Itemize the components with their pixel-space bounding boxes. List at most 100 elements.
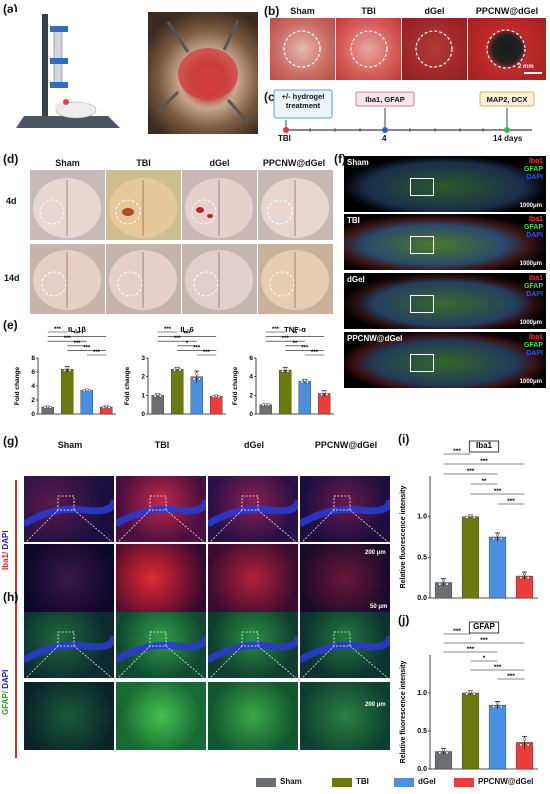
coronal-row-label: Sham <box>347 158 369 167</box>
data-point <box>438 582 442 586</box>
significance-label: *** <box>174 336 182 342</box>
y-tick-label: 0.5 <box>417 728 427 735</box>
gfap-overview-sham <box>24 612 114 678</box>
data-point <box>283 367 287 371</box>
roi-box <box>410 178 434 196</box>
stain-stain3: DAPI <box>526 232 543 239</box>
roi-box <box>410 236 434 254</box>
data-point <box>48 405 52 409</box>
timeline-tick-tbi: TBI <box>278 134 291 143</box>
legend-swatch-dgel <box>394 778 414 787</box>
panel-d-group-tbi: TBI <box>136 158 151 168</box>
panel-i-label: (i) <box>398 432 410 446</box>
panel-d-label: (d) <box>3 152 19 166</box>
data-point <box>320 393 324 397</box>
significance-label: *** <box>73 341 81 347</box>
legend-swatch-sham <box>256 778 276 787</box>
significance-label: * <box>186 341 189 347</box>
significance-label: *** <box>453 448 461 455</box>
panel-j-label: (j) <box>398 613 410 627</box>
panel-d-group-sham: Sham <box>55 158 80 168</box>
significance-label: *** <box>73 332 81 338</box>
significance-label: *** <box>467 646 475 653</box>
y-tick-label: 1 <box>141 392 145 399</box>
y-axis-label: Relative fluorescence intensity <box>400 661 407 764</box>
data-point <box>519 743 523 747</box>
panel-d-group-dgel: dGel <box>209 158 230 168</box>
panel-b-photo-tbi <box>336 18 401 80</box>
y-tick-label: 6 <box>31 369 35 376</box>
stain-stain3: DAPI <box>526 350 543 357</box>
data-point <box>46 405 50 409</box>
timeline-tick-4: 4 <box>382 134 387 143</box>
significance-label: *** <box>54 327 62 333</box>
legend-swatch-tbi <box>332 778 352 787</box>
data-point <box>281 369 285 373</box>
data-point <box>173 368 177 372</box>
panel-b-scale-text: 2 mm <box>518 64 534 70</box>
iba1-overview-dgel <box>208 476 298 542</box>
chart-iba1-intensity: 0.0 0.5 1.0 Relative fluorescence intensity… <box>400 440 538 602</box>
panel-b-group-sham: Sham <box>290 6 315 16</box>
panel-g-group-tbi: TBI <box>154 440 170 450</box>
data-point <box>63 368 67 372</box>
significance-label: *** <box>183 332 191 338</box>
significance-label: *** <box>494 488 502 495</box>
data-point <box>325 393 329 397</box>
coronal-scale-text: 1000μm <box>519 261 542 267</box>
iba1-zoom-tbi <box>116 544 206 612</box>
stain-stain2: GFAP <box>523 342 543 349</box>
panel-b-photo-ppcnw <box>468 18 546 80</box>
bar <box>80 389 93 415</box>
significance-label: *** <box>272 327 280 333</box>
stain-legend: Iba1 GFAP DAPI <box>524 216 543 240</box>
y-tick-label: 2 <box>31 397 35 404</box>
data-point <box>472 515 476 519</box>
coronal-row-label: dGel <box>347 275 365 284</box>
panel-h-scale-bottom: 200 μm <box>365 702 386 708</box>
data-point <box>43 405 47 409</box>
y-tick-label: 4 <box>249 374 253 381</box>
panel-d-group-ppcnw: PPCNW@dGel <box>262 158 326 168</box>
y-tick-label: 1.0 <box>417 690 427 697</box>
iba1-zoom-dgel <box>208 544 298 612</box>
chart-title: TNF-α <box>284 325 306 334</box>
chart-title-box <box>468 621 500 634</box>
data-point <box>153 394 157 398</box>
coronal-row-label: TBI <box>347 216 360 225</box>
panel-h-side-dapi: DAPI <box>1 669 10 691</box>
significance-label: * <box>483 655 486 662</box>
y-tick-label: 8 <box>31 355 35 362</box>
panel-b-photo-dgel <box>402 18 467 80</box>
brain-4d-dgel <box>182 170 257 240</box>
legend-label-dgel: dGel <box>418 777 436 786</box>
coronal-section-tbi: TBI Iba1 GFAP DAPI 1000μm <box>344 214 546 270</box>
brain-14d-sham <box>30 244 105 314</box>
panel-g-group-sham: Sham <box>57 440 83 450</box>
panel-h-label: (h) <box>3 590 19 604</box>
roi-box <box>410 354 434 372</box>
y-tick-label: 3 <box>141 355 145 362</box>
data-point <box>441 578 446 583</box>
panel-b-group-dgel: dGel <box>424 6 445 16</box>
data-point <box>465 515 469 519</box>
panel-b-group-ppcnw: PPCNW@dGel <box>475 6 539 16</box>
panel-g-side-iba1: Iba1/ <box>1 551 10 570</box>
bar <box>488 704 507 770</box>
gfap-overview-dgel <box>208 612 298 678</box>
significance-label: *** <box>93 350 101 356</box>
brain-4d-sham <box>30 170 105 240</box>
data-point <box>195 372 199 376</box>
coronal-section-dgel: dGel Iba1 GFAP DAPI 1000μm <box>344 273 546 329</box>
iba1-zoom-sham <box>24 544 114 612</box>
data-point <box>214 394 218 398</box>
panel-f-label: (f) <box>334 152 346 166</box>
surgical-craniotomy-photo <box>148 12 258 134</box>
significance-label: *** <box>507 498 515 505</box>
bar <box>318 393 331 415</box>
coronal-row-label: PPCNW@dGel <box>347 334 403 343</box>
brain-4d-ppcnw <box>258 170 333 240</box>
